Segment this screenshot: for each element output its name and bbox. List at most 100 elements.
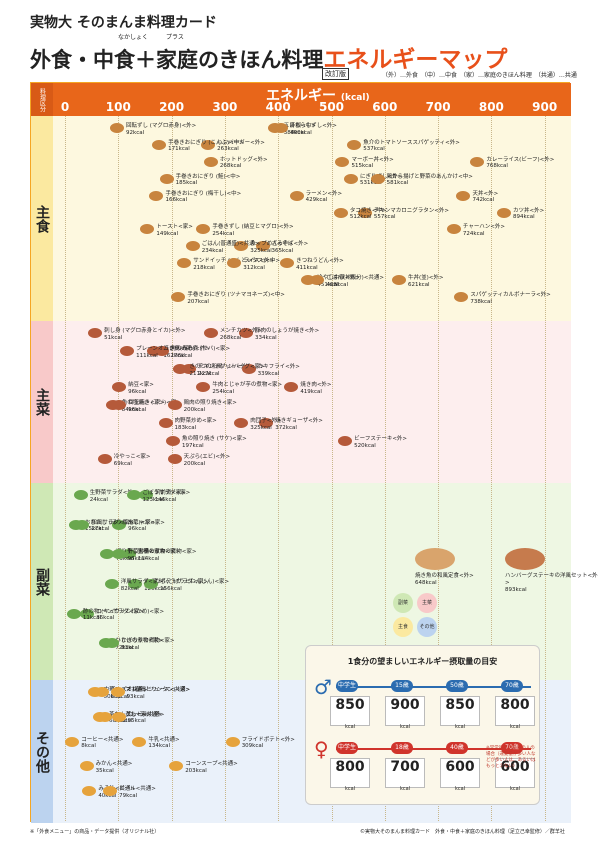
- food-kcal: 451kcal: [317, 281, 339, 288]
- food-kcal: 96kcal: [128, 388, 147, 395]
- food-photo: [274, 123, 289, 133]
- food-item: 洋風サラダ<家> 82kcal: [104, 579, 163, 592]
- food-item: 魚のみそ煮 (サバ)<家> 176kcal: [154, 346, 230, 359]
- food-name: 刺し身 (マグロ赤身とイカ)<外>: [104, 328, 186, 334]
- grid-line: [331, 116, 333, 821]
- food-item: 魚介のトマトソーススパゲッティ<外> 537kcal: [347, 139, 460, 153]
- food-kcal: 123kcal: [142, 496, 165, 503]
- food-name: 手巻きおにぎり (こんぶ)<中>: [168, 139, 244, 146]
- food-item: コーラ<共通> 95kcal: [111, 711, 164, 725]
- age-badge: 50歳: [446, 680, 468, 692]
- food-name: ハンバーガー<外>: [217, 139, 265, 146]
- food-name: 鶏肉の照り焼き<家>: [183, 400, 237, 406]
- food-photo: [159, 173, 174, 184]
- food-kcal: 200kcal: [183, 460, 206, 467]
- food-kcal: 768kcal: [486, 163, 508, 170]
- food-photo: [201, 139, 216, 150]
- food-item: 鶏から揚げと野菜のあんかけ<中> 581kcal: [370, 173, 473, 187]
- food-item: 肉じゃが<家> 96kcal: [112, 519, 165, 533]
- food-kcal: 171kcal: [168, 146, 190, 153]
- kcal-card: 850 kcal: [440, 696, 480, 730]
- food-item: コーンサラダ<家> 36kcal: [80, 608, 144, 622]
- food-kcal: 724kcal: [462, 230, 485, 237]
- food-kcal: 309kcal: [241, 743, 264, 750]
- food-photo: [196, 382, 211, 392]
- food-item: トースト<家> 149kcal: [140, 224, 193, 237]
- kcal-unit: kcal: [344, 786, 356, 792]
- food-kcal: 79kcal: [119, 792, 138, 799]
- food-kcal: 429kcal: [305, 197, 328, 204]
- kcal-unit: kcal: [399, 724, 411, 730]
- food-name: ざるそば<外>: [271, 241, 309, 248]
- food-photo: [75, 519, 90, 530]
- food-name: 豚肉のしょうが焼き<外>: [255, 328, 320, 334]
- food-kcal: 254kcal: [212, 230, 234, 237]
- food-photo: [97, 454, 112, 464]
- kcal-card: 900 kcal: [385, 696, 425, 730]
- food-name: 切り干し大根の煮物<家>: [115, 549, 181, 556]
- set-meal-name: ハンバーグステーキの洋風セット<外>: [505, 573, 598, 586]
- food-name: 天ぷら(エビ)<外>: [183, 454, 231, 460]
- food-item: 手巻きおにぎり (ツナマヨネーズ)<中> 207kcal: [171, 292, 285, 305]
- food-kcal: 93kcal: [126, 693, 145, 700]
- food-kcal: 520kcal: [354, 442, 376, 449]
- food-name: 天丼<外>: [472, 190, 499, 197]
- food-kcal: 468kcal: [326, 281, 349, 288]
- food-kcal: 254kcal: [212, 388, 234, 395]
- food-photo: [370, 173, 385, 184]
- food-item: 冷やし中華<外> 451kcal: [301, 275, 360, 288]
- food-item: ポテトサラダ<家> 156kcal: [144, 579, 208, 592]
- food-name: 魚の照り焼き (サケ)<家>: [182, 436, 247, 442]
- food-item: みかん<共通> 35kcal: [79, 761, 132, 774]
- food-photo: [227, 258, 242, 269]
- food-photo: [126, 490, 141, 500]
- food-kcal: 92kcal: [126, 129, 145, 136]
- food-kcal: 227kcal: [197, 370, 220, 377]
- food-item: チキンナゲット<外> 227kcal: [181, 364, 252, 377]
- food-name: チキンマカロニグラタン<外>: [373, 207, 449, 214]
- set-meal-western: ハンバーグステーキの洋風セット<外> 893kcal: [505, 548, 600, 594]
- food-kcal: 126kcal: [144, 585, 166, 592]
- food-photo: [80, 608, 95, 619]
- age-badge: 70歳: [501, 680, 523, 692]
- food-name: ヨーグルト<共通>: [114, 711, 163, 718]
- grid-line: [491, 116, 493, 821]
- food-kcal: 27kcal: [91, 526, 110, 533]
- food-name: 手巻きおにぎり (梅干し)<中>: [165, 190, 242, 197]
- page-title: 外食・中食＋家庭のきほん料理エネルギーマップ: [30, 40, 507, 74]
- axis-tick-label: 300: [212, 100, 238, 114]
- grid-line: [118, 116, 120, 821]
- food-name: マーボー丼<外>: [351, 156, 394, 163]
- food-photo: [289, 190, 304, 201]
- food-photo: [167, 454, 182, 464]
- food-item: 手巻きおにぎり (鮭)<中> 185kcal: [159, 173, 240, 187]
- food-photo: [98, 711, 113, 722]
- kcal-value: 850: [335, 697, 365, 713]
- food-photo: [65, 736, 80, 747]
- food-photo: [128, 579, 143, 589]
- food-kcal: 95kcal: [127, 555, 146, 562]
- food-photo: [82, 786, 97, 797]
- kcal-card: 600 kcal: [440, 758, 480, 792]
- food-photo: [333, 207, 348, 218]
- food-item: メンチカツ<外> 268kcal: [203, 328, 262, 341]
- food-photo: [255, 241, 270, 252]
- male-icon: ♂: [314, 675, 332, 699]
- title-black: 外食・中食＋家庭のきほん料理: [30, 48, 324, 72]
- set-meal-japanese: 焼き魚の和風定食<外> 648kcal: [415, 548, 474, 587]
- food-item: ごはん(丼飯分)<共通> 468kcal: [310, 275, 384, 288]
- revised-badge: 改訂版: [322, 68, 349, 80]
- food-item: ごぼうサラダ<家> 123kcal: [126, 490, 190, 503]
- food-photo: [456, 190, 471, 201]
- axis-tick-label: 200: [159, 100, 185, 114]
- food-kcal: 325kcal: [250, 247, 272, 254]
- age-badge: 18歳: [391, 742, 413, 754]
- food-name: チキンナゲット<外>: [197, 364, 252, 370]
- grid-line: [224, 116, 226, 821]
- food-item: きのこの和風ハンバーグ<家> 211kcal: [173, 364, 265, 377]
- food-kcal: 203kcal: [185, 767, 207, 774]
- food-photo: [112, 400, 127, 410]
- food-name: トースト<家>: [156, 224, 193, 231]
- food-photo: [196, 224, 211, 235]
- food-name: カップめん<中>: [250, 241, 293, 248]
